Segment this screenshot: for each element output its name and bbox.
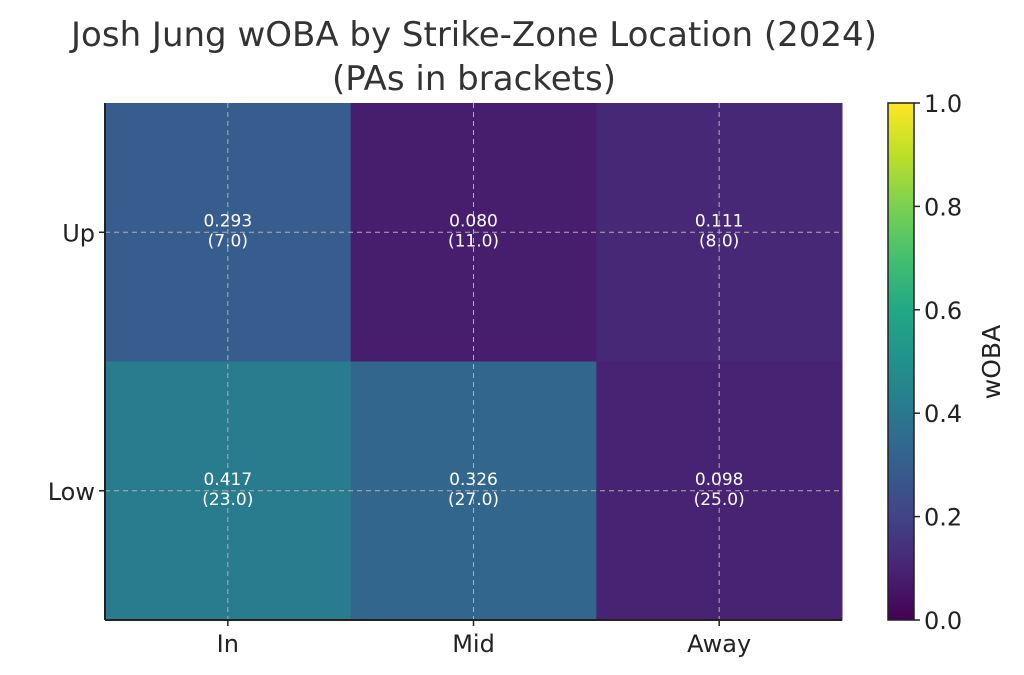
colorbar-tick-label: 0.2	[924, 504, 962, 532]
chart-subtitle: (PAs in brackets)	[332, 59, 616, 99]
cell-pa-label: (8.0)	[699, 231, 739, 251]
cell-pa-label: (25.0)	[694, 490, 745, 510]
x-tick-label: In	[217, 630, 239, 658]
axes: In Mid Away Up Low	[48, 103, 842, 658]
colorbar-tick-label: 0.4	[924, 400, 962, 428]
cell-pa-label: (7.0)	[208, 231, 248, 251]
colorbar: 0.0 0.2 0.4 0.6 0.8 1.0	[887, 90, 962, 635]
colorbar-tick-label: 0.0	[924, 607, 962, 635]
grid-lines	[105, 103, 842, 620]
cell-value-label: 0.293	[203, 211, 252, 231]
x-tick-label: Mid	[452, 630, 495, 658]
colorbar-tick-label: 0.6	[924, 297, 962, 325]
cell-pa-label: (23.0)	[202, 490, 253, 510]
chart-title: Josh Jung wOBA by Strike-Zone Location (…	[69, 15, 877, 55]
y-tick-label: Up	[62, 219, 95, 247]
x-tick-label: Away	[687, 630, 751, 658]
cell-labels: 0.293(7.0) 0.080(11.0) 0.111(8.0) 0.417(23.…	[202, 211, 744, 510]
y-tick-label: Low	[48, 478, 95, 506]
cell-value-label: 0.111	[695, 211, 744, 231]
heatmap-cells	[105, 103, 843, 621]
colorbar-label: wOBA	[977, 325, 1006, 399]
colorbar-tick-label: 1.0	[924, 90, 962, 118]
cell-value-label: 0.080	[449, 211, 498, 231]
cell-pa-label: (11.0)	[448, 231, 499, 251]
cell-value-label: 0.417	[203, 470, 252, 490]
colorbar-tick-label: 0.8	[924, 193, 962, 221]
cell-pa-label: (27.0)	[448, 490, 499, 510]
colorbar-gradient	[887, 102, 915, 621]
cell-value-label: 0.326	[449, 470, 498, 490]
cell-value-label: 0.098	[695, 470, 744, 490]
